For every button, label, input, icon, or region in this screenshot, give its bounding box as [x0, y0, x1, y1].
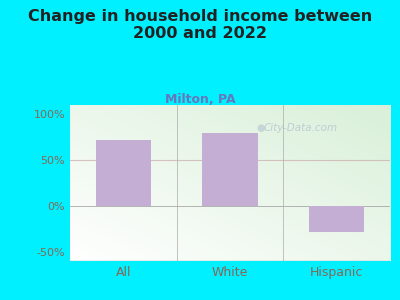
- Bar: [309, 206, 364, 232]
- Text: Change in household income between
2000 and 2022: Change in household income between 2000 …: [28, 9, 372, 41]
- Text: ●: ●: [256, 123, 265, 133]
- Bar: [202, 133, 258, 206]
- Bar: [96, 140, 151, 206]
- Text: City-Data.com: City-Data.com: [263, 123, 338, 134]
- Text: Milton, PA: Milton, PA: [165, 93, 235, 106]
